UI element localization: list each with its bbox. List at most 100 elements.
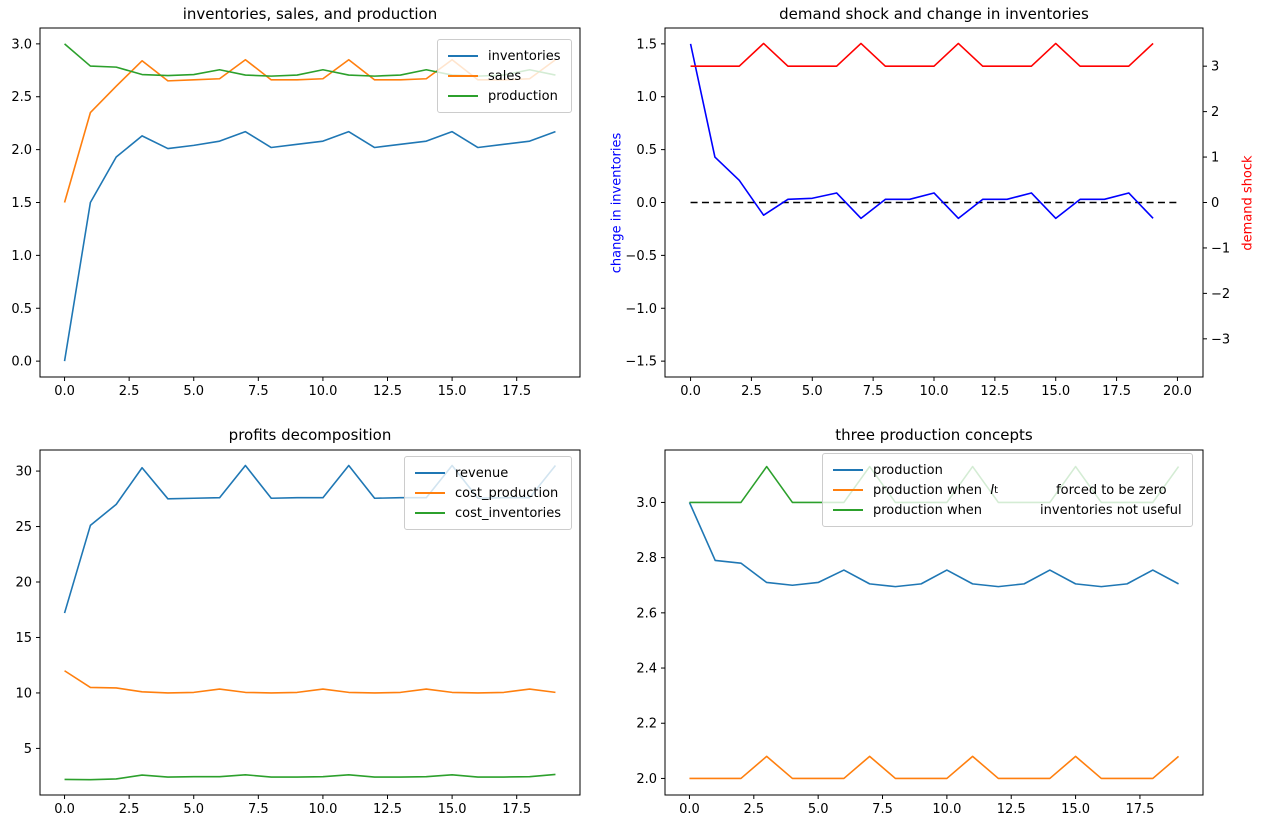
svg-text:3: 3 <box>1211 60 1219 75</box>
svg-text:2.0: 2.0 <box>11 143 32 158</box>
legend-label: production when <box>873 502 983 518</box>
chart3-title: profits decomposition <box>228 426 392 444</box>
legend-swatch <box>448 55 478 57</box>
svg-text:1.0: 1.0 <box>636 90 657 105</box>
legend-swatch <box>833 469 863 471</box>
chart2-ylabel-left: change in inventories <box>609 132 625 274</box>
legend-math-sub: t <box>994 484 999 496</box>
svg-text:1.5: 1.5 <box>11 196 32 211</box>
svg-text:2.8: 2.8 <box>636 551 657 566</box>
legend-item: sales <box>448 66 561 86</box>
svg-text:12.5: 12.5 <box>373 384 402 399</box>
svg-text:2.2: 2.2 <box>636 717 657 732</box>
svg-text:−1.5: −1.5 <box>625 355 657 370</box>
svg-text:10.0: 10.0 <box>308 802 337 817</box>
svg-text:30: 30 <box>15 465 32 480</box>
svg-text:0.0: 0.0 <box>54 802 75 817</box>
svg-text:2.4: 2.4 <box>636 662 657 677</box>
svg-text:15.0: 15.0 <box>1061 802 1090 817</box>
svg-text:7.5: 7.5 <box>248 384 269 399</box>
svg-text:2.5: 2.5 <box>119 802 140 817</box>
svg-text:−0.5: −0.5 <box>625 249 657 264</box>
legend-math-var: I <box>990 482 995 498</box>
svg-text:10: 10 <box>15 686 32 701</box>
svg-text:2.0: 2.0 <box>636 772 657 787</box>
svg-text:5.0: 5.0 <box>802 384 823 399</box>
chart4-title: three production concepts <box>835 426 1033 444</box>
legend-label: cost_production <box>455 485 559 501</box>
legend-swatch <box>448 75 478 77</box>
svg-text:−1: −1 <box>1211 241 1230 256</box>
legend-item: production <box>833 460 1182 480</box>
chart2-ylabel-right: demand shock <box>1240 155 1256 251</box>
svg-text:20.0: 20.0 <box>1163 384 1192 399</box>
svg-text:3.0: 3.0 <box>11 37 32 52</box>
legend-item: revenue <box>415 463 561 483</box>
svg-text:5: 5 <box>24 742 32 757</box>
legend-item: production <box>448 86 561 106</box>
legend-swatch <box>833 489 863 491</box>
svg-text:25: 25 <box>15 520 32 535</box>
svg-text:0.0: 0.0 <box>680 384 701 399</box>
legend-item: production when inventories not useful <box>833 500 1182 520</box>
legend-label: sales <box>488 68 522 84</box>
chart1-title: inventories, sales, and production <box>182 5 438 23</box>
legend-swatch <box>833 509 863 511</box>
legend-label: cost_inventories <box>455 505 562 521</box>
svg-text:1.0: 1.0 <box>11 249 32 264</box>
svg-text:17.5: 17.5 <box>502 384 531 399</box>
legend-label: production <box>488 88 558 104</box>
legend-item: cost_production <box>415 483 561 503</box>
svg-text:5.0: 5.0 <box>183 802 204 817</box>
svg-text:10.0: 10.0 <box>932 802 961 817</box>
svg-text:0.0: 0.0 <box>636 196 657 211</box>
legend-label: inventories not useful <box>1040 502 1182 518</box>
svg-text:0.5: 0.5 <box>636 143 657 158</box>
svg-text:20: 20 <box>15 576 32 591</box>
svg-text:−3: −3 <box>1211 332 1230 347</box>
legend-label: inventories <box>488 48 561 64</box>
svg-text:2.6: 2.6 <box>636 606 657 621</box>
svg-text:2.5: 2.5 <box>743 802 764 817</box>
svg-text:10.0: 10.0 <box>308 384 337 399</box>
svg-text:12.5: 12.5 <box>980 384 1009 399</box>
legend-swatch <box>448 95 478 97</box>
svg-text:0.5: 0.5 <box>11 302 32 317</box>
svg-text:12.5: 12.5 <box>997 802 1026 817</box>
legend-label: production <box>873 462 943 478</box>
legend-swatch <box>415 512 445 514</box>
svg-text:15: 15 <box>15 631 32 646</box>
legend-swatch <box>415 472 445 474</box>
svg-text:2.5: 2.5 <box>741 384 762 399</box>
legend-label: forced to be zero <box>1056 482 1167 498</box>
svg-text:2.5: 2.5 <box>11 90 32 105</box>
svg-text:17.5: 17.5 <box>1125 802 1154 817</box>
svg-text:15.0: 15.0 <box>438 802 467 817</box>
svg-text:2: 2 <box>1211 105 1219 120</box>
svg-text:12.5: 12.5 <box>373 802 402 817</box>
svg-text:0.0: 0.0 <box>54 384 75 399</box>
svg-text:7.5: 7.5 <box>863 384 884 399</box>
svg-text:−2: −2 <box>1211 287 1230 302</box>
svg-text:17.5: 17.5 <box>1102 384 1131 399</box>
legend-swatch <box>415 492 445 494</box>
svg-text:0.0: 0.0 <box>11 355 32 370</box>
svg-text:1: 1 <box>1211 151 1219 166</box>
svg-text:0.0: 0.0 <box>679 802 700 817</box>
svg-text:7.5: 7.5 <box>248 802 269 817</box>
svg-text:15.0: 15.0 <box>1041 384 1070 399</box>
svg-text:5.0: 5.0 <box>183 384 204 399</box>
legend-item: cost_inventories <box>415 503 561 523</box>
svg-text:5.0: 5.0 <box>808 802 829 817</box>
svg-text:10.0: 10.0 <box>920 384 949 399</box>
svg-text:2.5: 2.5 <box>119 384 140 399</box>
svg-text:7.5: 7.5 <box>872 802 893 817</box>
legend-label: production when <box>873 482 991 498</box>
legend-label: revenue <box>455 465 509 481</box>
chart3-legend: revenue cost_production cost_inventories <box>404 456 573 530</box>
svg-text:−1.0: −1.0 <box>625 302 657 317</box>
svg-text:3.0: 3.0 <box>636 496 657 511</box>
